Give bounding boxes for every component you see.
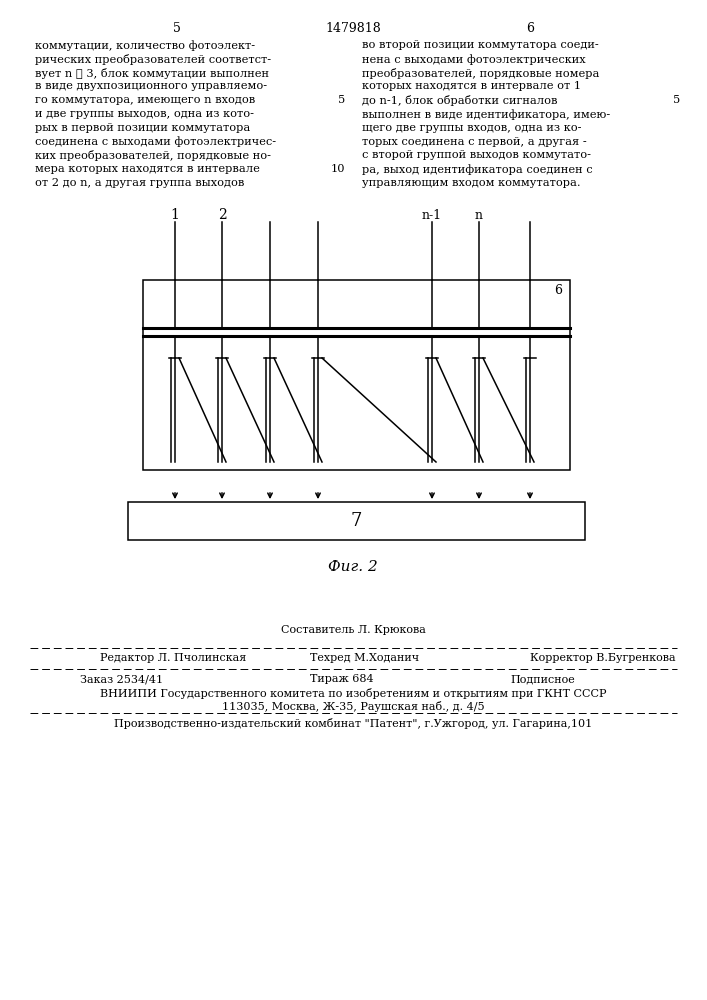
Text: Техред М.Ходанич: Техред М.Ходанич: [310, 653, 419, 663]
Text: 6: 6: [554, 284, 562, 297]
Text: го коммутатора, имеющего n входов: го коммутатора, имеющего n входов: [35, 95, 255, 105]
Text: Тираж 684: Тираж 684: [310, 674, 373, 684]
Text: ких преобразователей, порядковые но-: ких преобразователей, порядковые но-: [35, 150, 271, 161]
Text: Заказ 2534/41: Заказ 2534/41: [80, 674, 163, 684]
Text: 1479818: 1479818: [325, 22, 381, 35]
Text: 7: 7: [351, 512, 362, 530]
Text: рых в первой позиции коммутатора: рых в первой позиции коммутатора: [35, 123, 250, 133]
Text: 5: 5: [673, 95, 680, 105]
Text: торых соединена с первой, а другая -: торых соединена с первой, а другая -: [362, 137, 587, 147]
Text: Подписное: Подписное: [510, 674, 575, 684]
Text: преобразователей, порядковые номера: преобразователей, порядковые номера: [362, 68, 600, 79]
Text: вует n ⩾ 3, блок коммутации выполнен: вует n ⩾ 3, блок коммутации выполнен: [35, 68, 269, 79]
Text: 5: 5: [173, 22, 181, 35]
Text: 113035, Москва, Ж-35, Раушская наб., д. 4/5: 113035, Москва, Ж-35, Раушская наб., д. …: [222, 701, 484, 712]
Text: нена с выходами фотоэлектрических: нена с выходами фотоэлектрических: [362, 54, 585, 65]
Text: Редактор Л. Пчолинская: Редактор Л. Пчолинская: [100, 653, 246, 663]
Text: и две группы выходов, одна из кото-: и две группы выходов, одна из кото-: [35, 109, 254, 119]
Text: 10: 10: [330, 164, 345, 174]
Text: n: n: [475, 209, 483, 222]
Text: 6: 6: [526, 22, 534, 35]
Text: ВНИИПИ Государственного комитета по изобретениям и открытиям при ГКНТ СССР: ВНИИПИ Государственного комитета по изоб…: [100, 688, 606, 699]
Text: до n-1, блок обработки сигналов: до n-1, блок обработки сигналов: [362, 95, 558, 106]
Text: Корректор В.Бугренкова: Корректор В.Бугренкова: [530, 653, 676, 663]
Text: мера которых находятся в интервале: мера которых находятся в интервале: [35, 164, 260, 174]
Text: коммутации, количество фотоэлект-: коммутации, количество фотоэлект-: [35, 40, 255, 51]
Text: в виде двухпозиционного управляемо-: в виде двухпозиционного управляемо-: [35, 81, 267, 91]
Text: которых находятся в интервале от 1: которых находятся в интервале от 1: [362, 81, 581, 91]
Text: выполнен в виде идентификатора, имею-: выполнен в виде идентификатора, имею-: [362, 109, 610, 120]
Text: Производственно-издательский комбинат "Патент", г.Ужгород, ул. Гагарина,101: Производственно-издательский комбинат "П…: [114, 718, 592, 729]
Text: с второй группой выходов коммутато-: с второй группой выходов коммутато-: [362, 150, 591, 160]
Text: во второй позиции коммутатора соеди-: во второй позиции коммутатора соеди-: [362, 40, 599, 50]
Text: 5: 5: [338, 95, 345, 105]
Text: рических преобразователей соответст-: рических преобразователей соответст-: [35, 54, 271, 65]
Text: 1: 1: [170, 208, 180, 222]
Text: от 2 до n, а другая группа выходов: от 2 до n, а другая группа выходов: [35, 178, 245, 188]
Text: управляющим входом коммутатора.: управляющим входом коммутатора.: [362, 178, 580, 188]
Bar: [128, 502, 585, 540]
Bar: [143, 280, 570, 470]
Text: Составитель Л. Крюкова: Составитель Л. Крюкова: [281, 625, 426, 635]
Text: соединена с выходами фотоэлектричес-: соединена с выходами фотоэлектричес-: [35, 137, 276, 147]
Text: 2: 2: [218, 208, 226, 222]
Text: ра, выход идентификатора соединен с: ра, выход идентификатора соединен с: [362, 164, 592, 175]
Text: щего две группы входов, одна из ко-: щего две группы входов, одна из ко-: [362, 123, 581, 133]
Text: Фиг. 2: Фиг. 2: [328, 560, 378, 574]
Text: n-1: n-1: [422, 209, 442, 222]
